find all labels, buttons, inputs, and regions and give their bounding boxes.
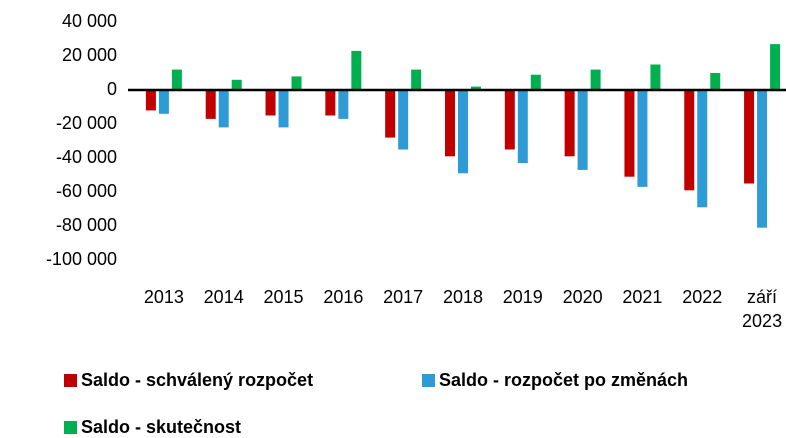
bar [757, 90, 768, 228]
x-tick-label: 2017 [383, 287, 424, 307]
bar [684, 90, 695, 191]
bar [530, 74, 541, 90]
bar [278, 90, 289, 128]
bar [411, 69, 422, 90]
bar [351, 50, 362, 90]
bar [171, 69, 182, 90]
bar [325, 90, 336, 116]
y-tick-label: 0 [107, 79, 117, 99]
bar [338, 90, 349, 119]
legend-label: Saldo - rozpočet po změnách [439, 370, 689, 390]
bar [205, 90, 216, 119]
bar [564, 90, 575, 157]
y-tick-label: -80 000 [56, 215, 117, 235]
bar [504, 90, 515, 150]
bar [457, 90, 468, 174]
x-tick-label: 2022 [682, 287, 723, 307]
bar [470, 86, 481, 90]
y-tick-label: 20 000 [62, 45, 117, 65]
y-tick-label: -60 000 [56, 181, 117, 201]
bar [637, 90, 648, 187]
x-tick-label: 2013 [143, 287, 184, 307]
legend-swatch [64, 421, 77, 434]
bar [145, 90, 156, 111]
x-tick-label: září 2023 [742, 287, 783, 331]
x-tick-label: 2014 [203, 287, 244, 307]
y-tick-label: -100 000 [46, 249, 117, 269]
legend-swatch [64, 374, 77, 387]
bar [770, 44, 781, 90]
legend-item: Saldo - skutečnost [64, 417, 241, 438]
x-tick-label: 2018 [442, 287, 483, 307]
bar [710, 73, 721, 90]
legend-swatch [422, 374, 435, 387]
bar [444, 90, 455, 157]
bar [231, 79, 242, 90]
bar [398, 90, 409, 150]
y-tick-label: -40 000 [56, 147, 117, 167]
x-tick-label: 2015 [263, 287, 304, 307]
legend-label: Saldo - schválený rozpočet [81, 370, 314, 390]
bar [624, 90, 635, 177]
bar [385, 90, 396, 138]
legend-item: Saldo - rozpočet po změnách [422, 370, 688, 391]
y-tick-label: -20 000 [56, 113, 117, 133]
bar [218, 90, 229, 128]
x-tick-label: 2020 [562, 287, 603, 307]
bar [265, 90, 276, 116]
bar [590, 69, 601, 90]
bar [158, 90, 169, 114]
bar [517, 90, 528, 164]
bar [291, 76, 302, 90]
y-tick-label: 40 000 [62, 11, 117, 31]
legend-label: Saldo - skutečnost [81, 417, 242, 437]
bar [697, 90, 708, 208]
bar [650, 64, 661, 90]
legend-item: Saldo - schválený rozpočet [64, 370, 313, 391]
x-tick-label: 2016 [323, 287, 364, 307]
bar [744, 90, 755, 184]
x-tick-label: 2019 [502, 287, 543, 307]
bar [577, 90, 588, 170]
x-tick-label: 2021 [622, 287, 663, 307]
